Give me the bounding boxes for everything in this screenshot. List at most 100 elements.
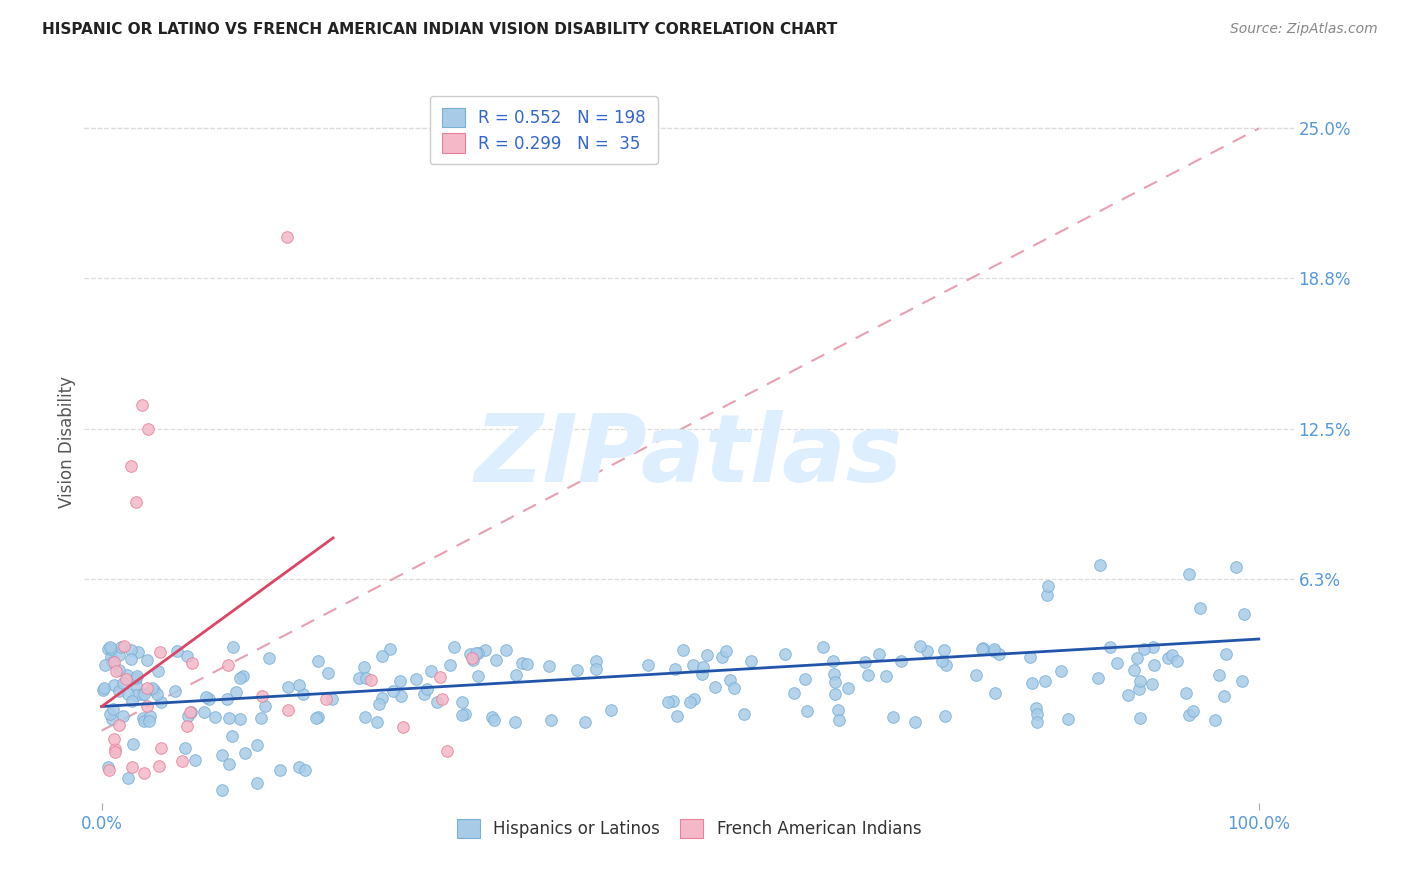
Point (204, 710, 226, 724)
Point (413, 687, 436, 701)
Point (904, 715, 927, 730)
Point (103, 655, 125, 669)
Point (934, 643, 956, 657)
Point (121, 737, 143, 751)
Point (672, 643, 695, 657)
Point (426, 695, 449, 709)
Point (232, 669, 254, 683)
Point (371, 691, 394, 706)
Point (585, 662, 607, 676)
Point (221, 729, 243, 743)
Point (253, 699, 276, 714)
Point (811, 640, 834, 655)
Point (143, 683, 166, 698)
Point (104, 664, 127, 678)
Point (217, 657, 239, 672)
Point (211, 783, 233, 797)
Point (461, 652, 484, 666)
Point (148, 759, 170, 773)
Point (1132, 642, 1154, 657)
Point (1160, 648, 1182, 662)
Point (93, 681, 115, 696)
Point (1123, 663, 1146, 677)
Point (1021, 676, 1043, 690)
Point (380, 642, 402, 657)
Point (370, 649, 392, 664)
Point (1142, 640, 1164, 654)
Point (100, 641, 122, 656)
Point (246, 739, 269, 753)
Point (882, 710, 904, 724)
Point (828, 713, 851, 727)
Point (467, 647, 489, 661)
Point (1166, 654, 1188, 668)
Point (103, 745, 125, 759)
Point (934, 709, 956, 723)
Point (288, 760, 311, 774)
Point (443, 640, 465, 654)
Point (782, 685, 804, 699)
Point (1099, 640, 1122, 654)
Point (103, 731, 125, 746)
Point (103, 702, 125, 716)
Point (696, 648, 718, 662)
Point (250, 711, 273, 725)
Point (1232, 673, 1254, 688)
Point (110, 640, 132, 655)
Point (353, 659, 375, 673)
Point (679, 695, 702, 709)
Point (482, 713, 505, 727)
Point (277, 680, 299, 694)
Point (136, 698, 159, 713)
Point (890, 654, 912, 668)
Point (101, 656, 124, 670)
Point (176, 719, 198, 733)
Point (367, 698, 389, 712)
Point (837, 681, 859, 695)
Point (1233, 607, 1256, 622)
Point (733, 707, 755, 722)
Point (356, 671, 378, 685)
Point (600, 703, 623, 717)
Point (512, 657, 534, 671)
Point (127, 644, 149, 658)
Point (983, 644, 1005, 658)
Point (184, 753, 207, 767)
Point (1204, 713, 1226, 727)
Point (307, 654, 329, 668)
Point (495, 643, 517, 657)
Point (98, 707, 121, 722)
Point (347, 671, 370, 685)
Point (198, 691, 221, 706)
Point (294, 763, 316, 777)
Text: ZIPatlas: ZIPatlas (475, 410, 903, 502)
Point (366, 714, 388, 729)
Point (503, 714, 526, 729)
Point (454, 707, 477, 722)
Point (318, 666, 340, 681)
Point (432, 692, 454, 706)
Point (94, 657, 117, 672)
Point (703, 680, 725, 694)
Point (868, 647, 890, 661)
Point (259, 651, 281, 665)
Point (108, 663, 131, 677)
Point (983, 641, 1005, 656)
Point (321, 691, 343, 706)
Point (666, 709, 689, 723)
Point (112, 639, 135, 653)
Point (662, 694, 685, 708)
Point (858, 668, 880, 682)
Point (657, 695, 679, 709)
Point (824, 675, 846, 690)
Point (215, 691, 238, 706)
Point (125, 688, 148, 702)
Point (165, 684, 187, 698)
Point (481, 710, 503, 724)
Point (710, 649, 733, 664)
Point (474, 643, 496, 657)
Point (107, 683, 129, 698)
Point (714, 643, 737, 657)
Point (141, 681, 163, 695)
Point (307, 710, 329, 724)
